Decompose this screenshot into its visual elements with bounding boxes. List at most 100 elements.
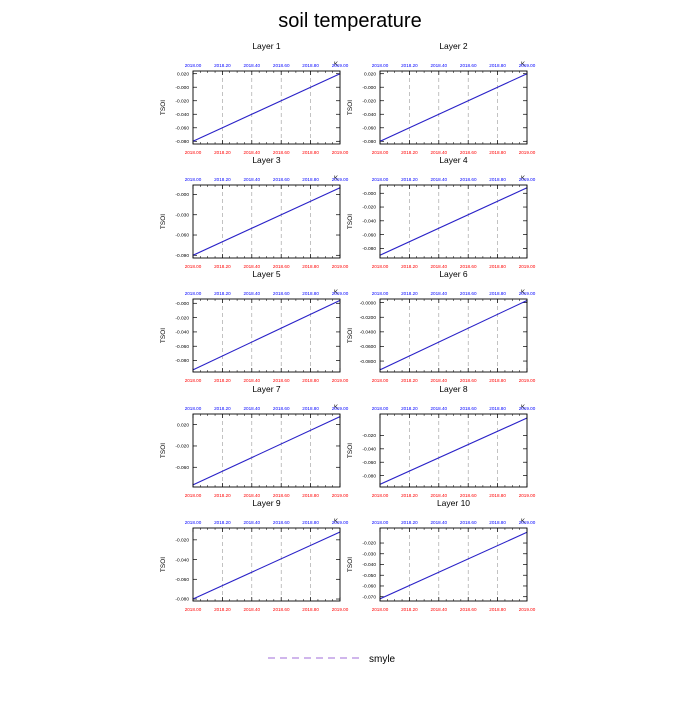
y-axis-label: TSOI [347, 443, 354, 458]
x-tick-label-bottom: 2018.20 [401, 607, 418, 612]
y-axis-label: TSOI [160, 100, 167, 115]
panel-title: Layer 8 [439, 384, 468, 394]
x-tick-label-top: 2018.80 [302, 291, 319, 296]
y-tick-label: -0.080 [175, 597, 189, 603]
x-tick-label-top: 2018.20 [214, 177, 231, 182]
x-tick-label-top: 2018.80 [302, 177, 319, 182]
unit-label: K [334, 405, 338, 411]
plot-frame [192, 413, 341, 488]
x-tick-label-top: 2018.80 [489, 177, 506, 182]
x-tick-label-top: 2018.40 [430, 291, 447, 296]
x-tick-label-bottom: 2018.80 [302, 607, 319, 612]
x-tick-label-top: 2018.80 [489, 520, 506, 525]
unit-label: K [334, 519, 338, 525]
y-tick-label: -0.090 [175, 253, 189, 259]
series-line-smyle [192, 531, 341, 600]
x-tick-label-bottom: 2018.00 [372, 493, 389, 498]
x-tick-label-top: 2018.40 [430, 177, 447, 182]
series-line-smyle [192, 73, 341, 142]
series-line-smyle [379, 531, 528, 600]
panel-layer-1: Layer 1 K TSOI 2018.00 2018.00 2018.20 2018.20… [160, 41, 349, 155]
x-tick-label-bottom: 2018.80 [489, 264, 506, 269]
series-line-smyle [192, 187, 341, 256]
x-tick-label-bottom: 2018.40 [430, 607, 447, 612]
x-tick-label-bottom: 2018.60 [460, 607, 477, 612]
y-axis-label: TSOI [160, 557, 167, 572]
x-tick-label-top: 2018.60 [273, 520, 290, 525]
x-tick-label-bottom: 2019.00 [519, 264, 536, 269]
x-tick-label-top: 2018.00 [185, 406, 202, 411]
y-tick-label: -0.040 [362, 112, 376, 118]
x-tick-label-top: 2019.00 [519, 291, 536, 296]
x-tick-label-bottom: 2018.40 [243, 264, 260, 269]
x-tick-label-top: 2018.60 [460, 63, 477, 68]
x-tick-label-bottom: 2018.80 [489, 607, 506, 612]
plot-frame [379, 298, 528, 373]
x-tick-label-top: 2018.00 [372, 520, 389, 525]
x-tick-label-bottom: 2018.80 [302, 378, 319, 383]
y-tick-label: -0.070 [362, 594, 376, 600]
x-tick-label-bottom: 2018.40 [243, 607, 260, 612]
y-tick-label: -0.060 [175, 125, 189, 131]
x-tick-label-top: 2018.60 [273, 63, 290, 68]
x-tick-label-bottom: 2019.00 [519, 150, 536, 155]
figure-title: soil temperature [278, 10, 421, 32]
x-tick-label-top: 2018.60 [273, 177, 290, 182]
x-tick-label-top: 2018.00 [185, 291, 202, 296]
x-tick-label-top: 2018.20 [401, 406, 418, 411]
x-tick-label-bottom: 2018.40 [430, 264, 447, 269]
x-tick-label-top: 2018.20 [214, 520, 231, 525]
unit-label: K [521, 62, 525, 68]
panel-layer-7: Layer 7 K TSOI 2018.00 2018.00 2018.20 2018.20… [160, 384, 349, 498]
x-tick-label-top: 2018.40 [430, 406, 447, 411]
series-line-smyle [192, 416, 341, 486]
x-tick-label-top: 2018.20 [401, 291, 418, 296]
unit-label: K [334, 290, 338, 296]
y-tick-label: -0.040 [175, 330, 189, 336]
y-tick-label: -0.050 [362, 573, 376, 579]
x-tick-label-bottom: 2018.60 [273, 493, 290, 498]
series-line-smyle [192, 299, 341, 371]
x-tick-label-top: 2018.00 [372, 291, 389, 296]
x-tick-label-bottom: 2018.40 [243, 378, 260, 383]
panel-layer-6: Layer 6 K TSOI 2018.00 2018.00 2018.20 2018.20… [347, 269, 536, 383]
series-line-smyle [379, 187, 528, 256]
x-tick-label-bottom: 2018.20 [214, 378, 231, 383]
plot-frame [192, 527, 341, 602]
plot-frame [192, 70, 341, 145]
x-tick-label-bottom: 2018.00 [372, 150, 389, 155]
x-tick-label-top: 2018.00 [185, 520, 202, 525]
x-tick-label-bottom: 2019.00 [332, 150, 349, 155]
x-tick-label-top: 2018.20 [214, 291, 231, 296]
x-tick-label-top: 2018.40 [243, 177, 260, 182]
unit-label: K [521, 519, 525, 525]
series-line-smyle [379, 417, 528, 485]
x-tick-label-top: 2018.40 [430, 63, 447, 68]
x-tick-label-top: 2019.00 [332, 291, 349, 296]
y-tick-label: -0.030 [175, 212, 189, 218]
x-tick-label-bottom: 2018.60 [460, 493, 477, 498]
series-line-smyle [379, 73, 528, 142]
x-tick-label-top: 2018.60 [460, 520, 477, 525]
x-tick-label-top: 2018.20 [214, 63, 231, 68]
y-tick-label: -0.000 [362, 191, 376, 197]
y-tick-label: -0.080 [362, 246, 376, 252]
panel-title: Layer 6 [439, 269, 468, 279]
x-tick-label-bottom: 2018.00 [372, 378, 389, 383]
x-tick-label-bottom: 2018.80 [302, 493, 319, 498]
panel-title: Layer 7 [252, 384, 281, 394]
y-tick-label: -0.080 [362, 139, 376, 145]
x-tick-label-top: 2018.20 [401, 520, 418, 525]
y-tick-label: -0.060 [362, 584, 376, 590]
legend: smyle [268, 654, 396, 665]
y-tick-label: 0.020 [364, 71, 376, 77]
x-tick-label-top: 2018.80 [302, 520, 319, 525]
x-tick-label-bottom: 2018.80 [302, 264, 319, 269]
x-tick-label-bottom: 2018.40 [243, 150, 260, 155]
panels: Layer 1 K TSOI 2018.00 2018.00 2018.20 2018.20… [160, 41, 536, 612]
y-axis-label: TSOI [347, 328, 354, 343]
legend-label: smyle [369, 654, 396, 665]
x-tick-label-top: 2018.80 [489, 406, 506, 411]
y-tick-label: -0.0800 [360, 359, 377, 365]
